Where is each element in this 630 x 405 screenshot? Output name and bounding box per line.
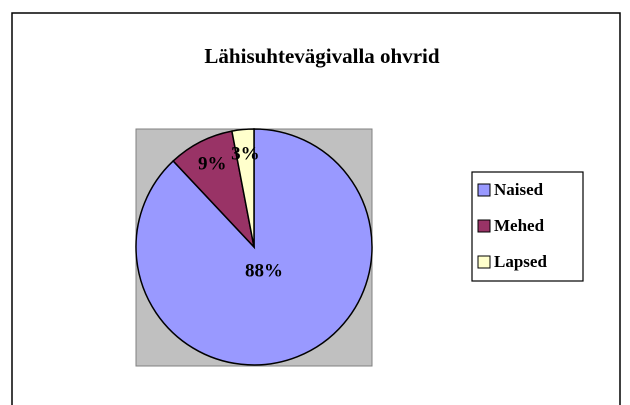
- data-label: 88%: [245, 261, 283, 282]
- legend-swatch: [477, 183, 491, 197]
- legend-label: Mehed: [494, 216, 545, 235]
- legend-swatch: [477, 255, 491, 269]
- data-label: 3%: [231, 144, 260, 165]
- data-label: 9%: [198, 153, 227, 174]
- legend-label: Naised: [494, 180, 544, 199]
- pie-slice: [135, 128, 373, 366]
- pie-slice: [231, 128, 255, 248]
- chart-title: Lähisuhtevägivalla ohvrid: [204, 44, 439, 68]
- legend-label: Lapsed: [494, 252, 547, 271]
- legend-swatch: [477, 219, 491, 233]
